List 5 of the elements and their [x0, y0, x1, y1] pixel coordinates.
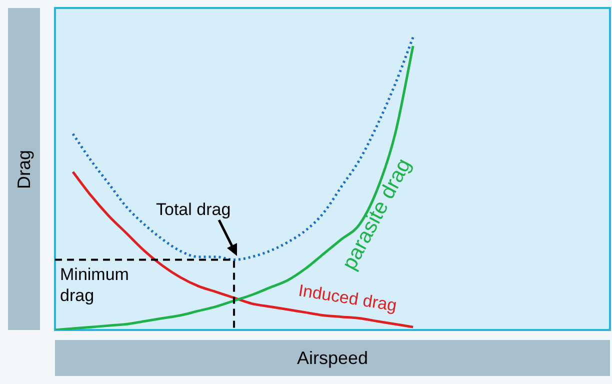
annotation: Total drag	[156, 200, 231, 219]
ref-line-label: Minimum drag	[60, 264, 129, 305]
text: Induced drag	[297, 280, 398, 316]
y-axis-title: Drag	[14, 149, 35, 189]
x-axis-title: Airspeed	[296, 348, 368, 368]
